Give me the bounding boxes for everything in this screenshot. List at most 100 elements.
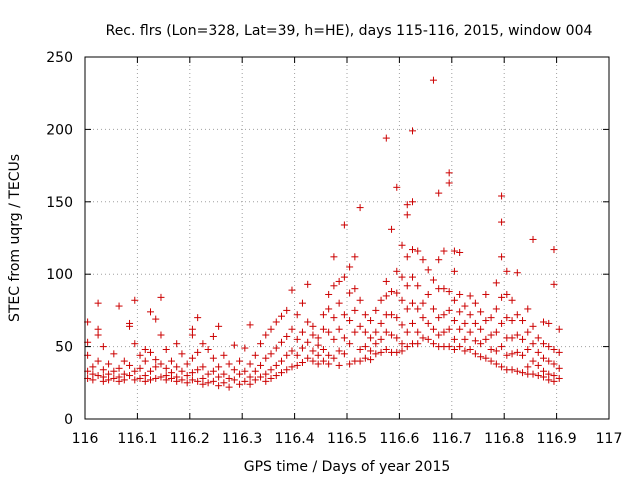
data-point <box>429 325 437 333</box>
data-point <box>209 354 217 362</box>
data-point <box>278 338 285 346</box>
data-point <box>225 374 233 382</box>
data-point <box>356 357 364 365</box>
data-point <box>188 369 196 377</box>
y-tick-label: 250 <box>46 50 73 66</box>
data-point <box>262 331 270 339</box>
data-point <box>152 315 160 323</box>
data-point <box>440 285 448 293</box>
data-point <box>340 311 348 319</box>
data-point <box>450 335 458 343</box>
data-point <box>288 363 296 371</box>
data-point <box>262 354 270 362</box>
data-point <box>278 312 285 320</box>
data-point <box>482 354 490 362</box>
data-point <box>361 354 369 362</box>
data-point <box>550 377 558 385</box>
data-point <box>110 367 118 375</box>
data-point <box>199 363 207 371</box>
data-point <box>335 361 343 369</box>
y-axis-label: STEC from uqrg / TECUs <box>7 154 23 322</box>
data-point <box>498 192 506 200</box>
data-point <box>183 360 191 368</box>
data-point <box>377 335 385 343</box>
data-point <box>220 370 228 378</box>
data-point <box>147 376 154 384</box>
data-point <box>152 374 160 382</box>
data-point <box>555 325 563 333</box>
data-point <box>393 334 401 342</box>
data-point <box>147 308 154 316</box>
data-point <box>115 302 123 310</box>
data-point <box>461 347 469 355</box>
data-point <box>325 360 333 368</box>
data-point <box>215 363 223 371</box>
data-point <box>403 211 411 219</box>
data-point <box>419 314 427 322</box>
data-point <box>94 331 102 339</box>
data-point <box>283 332 291 340</box>
data-point <box>513 348 521 356</box>
data-point <box>215 373 223 381</box>
data-point <box>409 127 416 135</box>
data-point <box>230 341 238 349</box>
data-point <box>251 376 259 384</box>
data-point <box>257 361 265 369</box>
x-tick-label: 116.8 <box>484 431 524 447</box>
data-point <box>492 328 500 336</box>
data-point <box>435 314 443 322</box>
data-point <box>519 351 527 359</box>
data-point <box>272 361 280 369</box>
data-point <box>204 379 212 387</box>
data-point <box>382 134 390 142</box>
x-tick-label: 116.6 <box>379 431 419 447</box>
data-point <box>398 241 406 249</box>
data-point <box>267 374 275 382</box>
data-point <box>215 322 223 330</box>
data-point <box>550 246 558 254</box>
data-point <box>513 269 521 277</box>
data-point <box>398 296 406 304</box>
data-point <box>524 363 532 371</box>
data-point <box>498 218 506 226</box>
data-point <box>298 344 306 352</box>
data-point <box>555 348 563 356</box>
y-axis-ticks: 0 50 100 150 200 250 <box>46 50 609 428</box>
data-point <box>382 328 390 336</box>
data-point <box>325 305 333 313</box>
data-point <box>477 325 485 333</box>
data-points <box>84 76 563 391</box>
data-point <box>335 277 343 285</box>
x-axis-ticks: 116 116.1 116.2 116.3 116.4 116.5 116.6 116.7 11… <box>72 57 622 447</box>
data-point <box>346 263 354 271</box>
data-point <box>241 344 249 352</box>
data-point <box>99 366 107 374</box>
data-point <box>429 305 437 313</box>
data-point <box>167 357 175 365</box>
data-point <box>251 367 259 375</box>
data-point <box>131 367 139 375</box>
data-point <box>540 318 547 326</box>
data-point <box>120 357 128 365</box>
data-point <box>204 370 212 378</box>
data-point <box>487 314 495 322</box>
data-point <box>141 357 149 365</box>
data-point <box>367 334 375 342</box>
data-point <box>188 354 196 362</box>
data-point <box>194 348 202 356</box>
data-point <box>178 367 186 375</box>
data-point <box>498 343 506 351</box>
data-point <box>482 335 490 343</box>
data-point <box>199 340 207 348</box>
data-point <box>498 363 506 371</box>
data-point <box>424 319 432 327</box>
x-tick-label: 116.5 <box>327 431 367 447</box>
data-point <box>471 299 479 307</box>
data-point <box>351 253 359 261</box>
data-point <box>508 334 516 342</box>
data-point <box>257 340 265 348</box>
data-point <box>194 377 202 385</box>
data-point <box>508 366 516 374</box>
data-point <box>487 357 495 365</box>
